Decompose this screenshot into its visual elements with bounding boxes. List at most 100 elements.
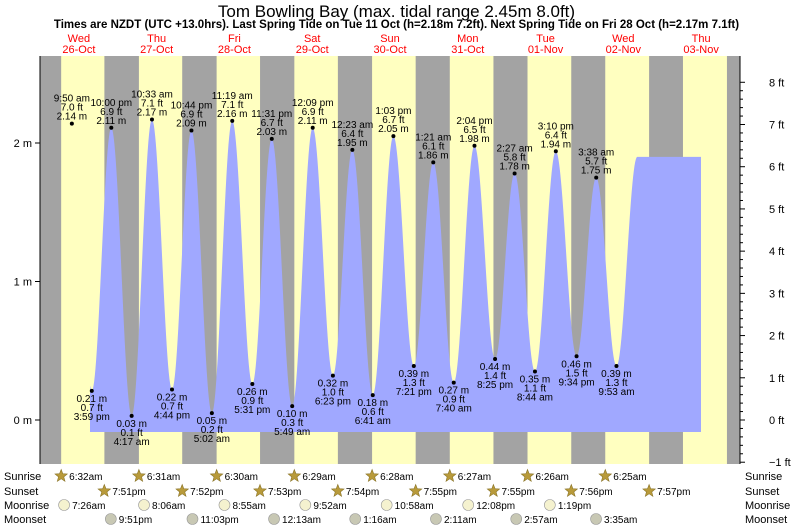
high-tide-metres: 1.78 m (499, 161, 530, 172)
low-tide-time: 7:21 pm (396, 387, 432, 398)
low-tide-metres: 0.26 m (237, 387, 268, 398)
high-tide-metres: 2.11 m (96, 116, 126, 127)
low-tide-point (89, 388, 94, 393)
sunset-time: 7:56pm (579, 487, 612, 498)
high-tide-point (230, 118, 235, 123)
moonrise-moon-icon (58, 499, 70, 511)
day-header-date: 30-Oct (373, 44, 406, 56)
low-tide-time: 5:31 pm (234, 405, 270, 416)
low-tide-feet: 1.3 ft (403, 378, 425, 389)
high-tide-point (512, 171, 517, 176)
low-tide-time: 7:40 am (436, 404, 472, 415)
high-tide-point (69, 121, 74, 126)
moonrise-row-label-right: Moonrise (745, 500, 790, 512)
low-tide-time: 6:23 pm (315, 397, 351, 408)
right-tick-label: 1 ft (769, 373, 784, 385)
right-tick-label: 5 ft (769, 204, 784, 216)
day-header-name: Thu (147, 33, 166, 45)
high-tide-point (472, 143, 477, 148)
low-tide-point (129, 413, 134, 418)
low-tide-metres: 0.27 m (438, 386, 469, 397)
low-tide-metres: 0.21 m (76, 394, 107, 405)
high-tide-metres: 1.94 m (541, 139, 572, 150)
high-tide-metres: 2.16 m (217, 109, 248, 120)
sunset-star-icon (97, 483, 112, 497)
high-tide-feet: 7.1 ft (221, 100, 243, 111)
high-tide-metres: 1.75 m (581, 166, 612, 177)
low-tide-time: 9:53 am (598, 387, 634, 398)
right-tick-label: 3 ft (769, 288, 784, 300)
right-tick-label: 8 ft (769, 77, 784, 89)
high-tide-point (391, 134, 396, 139)
high-tide-feet: 6.7 ft (382, 115, 404, 126)
high-tide-metres: 2.17 m (137, 107, 168, 118)
moonset-moon-icon (186, 513, 199, 525)
moonset-time: 11:03pm (200, 515, 238, 525)
high-tide-point (109, 125, 114, 130)
high-tide-point (594, 175, 599, 180)
moonset-moon-icon (590, 513, 602, 525)
low-tide-feet: 1.3 ft (605, 378, 627, 389)
right-tick-label: 4 ft (769, 246, 784, 258)
low-tide-feet: 1.5 ft (565, 368, 587, 379)
low-tide-metres: 0.39 m (601, 369, 632, 380)
moonrise-row-label-left: Moonrise (4, 500, 49, 512)
sunrise-time: 6:26am (536, 472, 569, 483)
high-tide-metres: 1.95 m (337, 138, 368, 149)
high-tide-time: 1:21 am (415, 132, 451, 143)
high-tide-time: 2:04 pm (456, 116, 492, 127)
low-tide-feet: 1.4 ft (484, 371, 506, 382)
sunrise-star-icon (442, 468, 457, 482)
axis-layer: 0 m 1 m 2 m −1 ft 0 ft 1 ft 2 ft 3 ft 4 ft 5 ft 6 … (14, 56, 791, 469)
high-tide-feet: 7.1 ft (141, 98, 163, 109)
low-tide-metres: 0.18 m (357, 398, 388, 409)
low-tide-time: 8:25 pm (477, 380, 513, 391)
low-tide-time: 5:49 am (274, 427, 310, 438)
high-tide-time: 12:09 pm (292, 98, 334, 109)
sunrise-row-label-right: Sunrise (745, 471, 782, 483)
high-tide-time: 1:03 pm (375, 106, 411, 117)
moonrise-moon-icon (138, 499, 150, 511)
sunset-star-icon (486, 483, 501, 497)
high-tide-time: 11:31 pm (251, 109, 292, 120)
low-tide-feet: 0.9 ft (241, 396, 263, 407)
astronomy-layer: Sunrise Sunrise 6:32am 6:31am 6:30am 6:29am 6:… (4, 468, 790, 525)
high-tide-feet: 6.9 ft (100, 107, 122, 118)
day-header-date: 01-Nov (528, 44, 564, 56)
day-header-date: 27-Oct (140, 44, 173, 56)
moonset-moon-icon (105, 513, 117, 525)
high-tide-metres: 1.86 m (418, 150, 449, 161)
low-tide-metres: 0.10 m (277, 409, 308, 420)
sunset-star-icon (175, 483, 190, 497)
low-tide-feet: 1.0 ft (322, 388, 344, 399)
high-tide-point (189, 128, 194, 133)
sunset-star-icon (642, 483, 657, 497)
high-tide-point (553, 149, 558, 154)
sunset-star-icon (408, 483, 423, 497)
low-tide-metres: 0.22 m (157, 393, 188, 404)
low-tide-metres: 0.03 m (116, 419, 147, 430)
high-tide-metres: 1.98 m (459, 134, 490, 145)
low-tide-point (290, 404, 295, 409)
moonrise-time: 8:55am (232, 501, 265, 512)
day-header-name: Fri (228, 33, 241, 45)
moonrise-moon-icon (380, 499, 393, 511)
high-tide-feet: 6.4 ft (545, 130, 567, 141)
high-tide-point (431, 160, 436, 165)
day-header-name: Sun (380, 33, 400, 45)
high-tide-feet: 6.9 ft (302, 107, 324, 118)
moonset-moon-icon (430, 513, 442, 525)
sunrise-star-icon (598, 468, 613, 482)
moonset-time: 2:11am (444, 515, 477, 525)
sunset-time: 7:52pm (190, 487, 223, 498)
sunrise-time: 6:25am (613, 472, 646, 483)
low-tide-time: 3:59 pm (74, 412, 110, 423)
low-tide-point (370, 393, 375, 398)
sunrise-star-icon (520, 468, 535, 482)
sunset-time: 7:54pm (346, 487, 379, 498)
day-header-layer: Wed26-OctThu27-OctFri28-OctSat29-OctSun3… (62, 33, 719, 56)
low-tide-point (493, 357, 498, 362)
high-tide-time: 3:38 am (578, 148, 614, 159)
high-tide-metres: 2.03 m (256, 127, 287, 138)
